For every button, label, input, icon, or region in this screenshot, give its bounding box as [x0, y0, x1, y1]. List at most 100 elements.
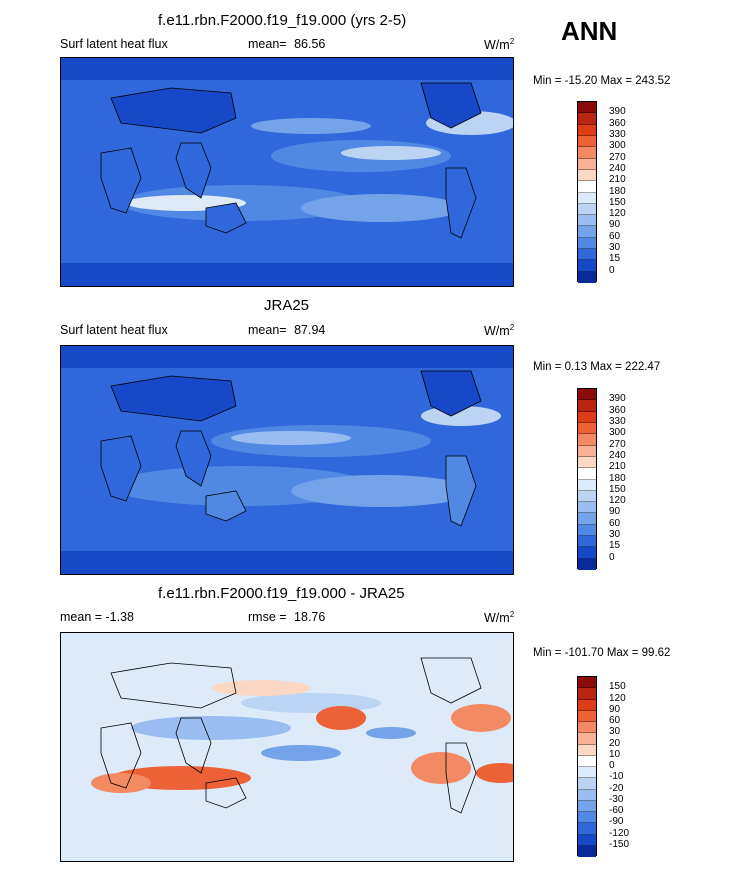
colorbar-segment — [578, 778, 596, 790]
colorbar-segment — [578, 215, 596, 227]
colorbar-segment — [578, 789, 596, 801]
colorbar-segment — [578, 203, 596, 216]
panel-3-map-svg — [61, 633, 513, 861]
colorbar-tick-label: 300 — [609, 427, 626, 439]
colorbar-tick-label: 15 — [609, 540, 621, 552]
colorbar-segment — [578, 722, 596, 734]
colorbar-tick-label: 10 — [609, 748, 621, 760]
colorbar-tick-label: 30 — [609, 529, 621, 541]
colorbar-tick-label: 360 — [609, 404, 626, 416]
colorbar-segment — [578, 677, 596, 689]
colorbar-tick-label: 210 — [609, 461, 626, 473]
panel-3-minmax: Min = -101.70 Max = 99.62 — [533, 647, 671, 659]
panel-2-colorbar — [577, 388, 597, 570]
colorbar-segment — [578, 513, 596, 525]
colorbar-segment — [578, 845, 596, 857]
panel-3-stat-label: rmse = — [248, 610, 287, 624]
colorbar-tick-label: 180 — [609, 472, 626, 484]
colorbar-segment — [578, 260, 596, 272]
colorbar-tick-label: 90 — [609, 703, 621, 715]
colorbar-segment — [578, 422, 596, 435]
colorbar-segment — [578, 445, 596, 457]
colorbar-segment — [578, 147, 596, 159]
colorbar-tick-label: 30 — [609, 242, 621, 254]
panel-2-stat-value: 87.94 — [294, 323, 326, 337]
panel-3-colorbar — [577, 676, 597, 857]
colorbar-segment — [578, 411, 596, 423]
colorbar-segment — [578, 558, 596, 570]
panel-2-stat-label: mean= — [248, 323, 287, 337]
colorbar-tick-label: -60 — [609, 805, 624, 816]
colorbar-tick-label: 60 — [609, 230, 621, 242]
colorbar-tick-label: 60 — [609, 715, 621, 726]
colorbar-segment — [578, 744, 596, 756]
colorbar-segment — [578, 524, 596, 537]
colorbar-tick-label: 0 — [609, 264, 615, 276]
colorbar-segment — [578, 158, 596, 170]
colorbar-tick-label: 270 — [609, 438, 626, 450]
panel-1-map — [60, 57, 514, 287]
colorbar-tick-label: 0 — [609, 551, 615, 563]
colorbar-tick-label: 150 — [609, 681, 626, 693]
colorbar-tick-label: -150 — [609, 838, 630, 850]
colorbar-tick-label: 15 — [609, 253, 621, 265]
colorbar-segment — [578, 490, 596, 503]
colorbar-segment — [578, 169, 596, 182]
panel-1-colorbar — [577, 101, 597, 283]
colorbar-tick-label: 60 — [609, 517, 621, 529]
colorbar-segment — [578, 502, 596, 514]
panel-2-minmax: Min = 0.13 Max = 222.47 — [533, 361, 661, 373]
colorbar-segment — [578, 456, 596, 469]
panel-1-title: f.e11.rbn.F2000.f19_f19.000 (yrs 2-5) — [158, 12, 407, 29]
colorbar-tick-label: 120 — [609, 495, 626, 507]
colorbar-tick-label: -120 — [609, 827, 630, 839]
colorbar-segment — [578, 536, 596, 548]
colorbar-segment — [578, 468, 596, 480]
panel-2-title: JRA25 — [264, 297, 310, 314]
panel-3-title: f.e11.rbn.F2000.f19_f19.000 - JRA25 — [158, 585, 405, 602]
colorbar-tick-label: 150 — [609, 483, 626, 495]
panel-1-map-svg — [61, 58, 513, 286]
panel-3-stat-value: 18.76 — [294, 610, 326, 624]
colorbar-tick-label: 180 — [609, 185, 626, 197]
colorbar-tick-label: 90 — [609, 506, 621, 518]
panel-2-units-exp: 2 — [509, 323, 515, 332]
colorbar-tick-label: 150 — [609, 196, 626, 208]
panel-1-stat-label: mean= — [248, 37, 287, 51]
panel-2-units-text: W/m — [484, 324, 510, 339]
colorbar-segment — [578, 271, 596, 283]
panel-3-mean-label: mean = -1.38 — [60, 610, 135, 624]
colorbar-tick-label: 30 — [609, 726, 621, 738]
colorbar-tick-label: 0 — [609, 760, 615, 771]
colorbar-tick-label: 300 — [609, 140, 626, 152]
panel-3-map — [60, 632, 514, 862]
colorbar-segment — [578, 699, 596, 711]
colorbar-tick-label: -20 — [609, 782, 624, 794]
panel-3-units-exp: 2 — [509, 610, 515, 619]
colorbar-tick-label: 240 — [609, 449, 626, 461]
colorbar-segment — [578, 733, 596, 745]
panel-2-map — [60, 345, 514, 575]
colorbar-segment — [578, 102, 596, 114]
colorbar-segment — [578, 237, 596, 250]
colorbar-tick-label: 360 — [609, 117, 626, 129]
colorbar-tick-label: 270 — [609, 151, 626, 163]
panel-3-stat: rmse = 18.76 — [248, 610, 325, 624]
colorbar-segment — [578, 688, 596, 700]
colorbar-segment — [578, 755, 596, 767]
colorbar-tick-label: 390 — [609, 106, 626, 118]
colorbar-tick-label: 240 — [609, 162, 626, 174]
colorbar-segment — [578, 135, 596, 148]
colorbar-tick-label: -10 — [609, 771, 624, 783]
panel-2-units: W/m2 — [484, 323, 514, 338]
colorbar-segment — [578, 434, 596, 446]
colorbar-tick-label: 120 — [609, 692, 626, 704]
panel-1-units: W/m2 — [484, 37, 514, 52]
colorbar-segment — [578, 192, 596, 204]
colorbar-segment — [578, 767, 596, 779]
colorbar-segment — [578, 812, 596, 824]
colorbar-tick-label: -30 — [609, 793, 624, 805]
colorbar-segment — [578, 181, 596, 193]
panel-1-minmax: Min = -15.20 Max = 243.52 — [533, 75, 671, 87]
colorbar-segment — [578, 249, 596, 261]
